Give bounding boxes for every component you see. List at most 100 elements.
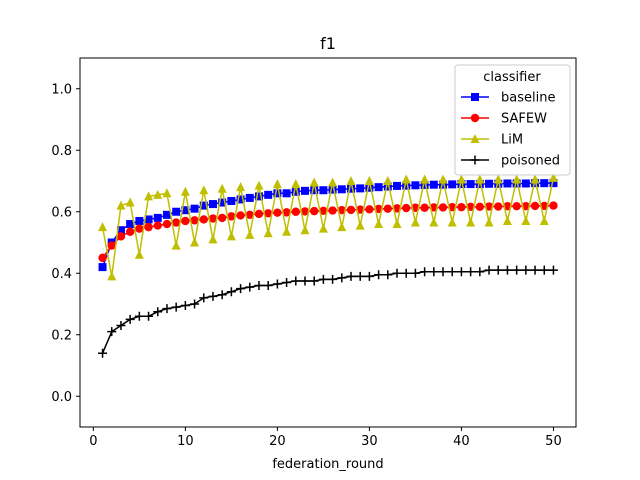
legend-marker-LiM xyxy=(470,134,480,143)
poisoned-point xyxy=(217,290,227,300)
LiM-point xyxy=(98,222,108,232)
SAFEW-point xyxy=(217,213,227,223)
baseline-point xyxy=(411,181,420,190)
LiM-point xyxy=(245,229,255,239)
baseline-point xyxy=(328,185,337,194)
baseline-point xyxy=(300,186,309,195)
LiM-point xyxy=(502,215,512,225)
poisoned-point xyxy=(337,273,347,283)
baseline-point xyxy=(374,183,383,192)
x-tick-label: 40 xyxy=(453,434,470,449)
baseline-point xyxy=(540,179,549,188)
baseline-point xyxy=(172,207,181,216)
poisoned-point xyxy=(263,281,273,291)
LiM-point xyxy=(512,174,522,184)
y-tick-label: 0.4 xyxy=(51,267,72,282)
baseline-point xyxy=(457,180,466,189)
poisoned-point xyxy=(346,271,356,281)
LiM-point xyxy=(180,186,190,196)
SAFEW-point xyxy=(402,203,411,213)
baseline-point xyxy=(135,216,144,225)
LiM-point xyxy=(254,180,264,190)
baseline-point xyxy=(466,180,475,189)
x-axis-label: federation_round xyxy=(272,457,383,472)
baseline-point xyxy=(494,179,503,188)
LiM-point xyxy=(401,174,411,184)
SAFEW-point xyxy=(365,205,374,214)
y-tick-label: 0.8 xyxy=(51,144,72,159)
SAFEW-point xyxy=(162,219,172,229)
SAFEW-point xyxy=(291,207,300,216)
baseline-point xyxy=(208,200,217,209)
LiM-point xyxy=(300,225,310,235)
LiM-point xyxy=(125,197,135,207)
LiM-point xyxy=(226,231,236,241)
LiM-point xyxy=(383,176,393,185)
poisoned-point xyxy=(475,267,485,277)
SAFEW-point xyxy=(227,212,236,221)
LiM-point xyxy=(456,174,466,184)
baseline-point xyxy=(153,213,162,222)
baseline-point xyxy=(254,192,263,201)
poisoned-point xyxy=(291,276,301,286)
baseline-point xyxy=(393,181,402,190)
SAFEW-point xyxy=(181,216,190,226)
poisoned-point xyxy=(456,267,466,277)
baseline-point xyxy=(236,195,245,204)
legend-entry-LiM: LiM xyxy=(461,133,523,148)
LiM-point xyxy=(236,182,246,192)
LiM-point xyxy=(291,179,301,189)
legend-entry-SAFEW: SAFEW xyxy=(461,112,547,127)
legend-label-baseline: baseline xyxy=(501,91,555,106)
poisoned-point xyxy=(134,311,144,321)
baseline-point xyxy=(420,180,429,189)
baseline-point xyxy=(521,179,530,188)
poisoned-point xyxy=(364,271,374,281)
SAFEW-point xyxy=(135,224,144,233)
poisoned-point xyxy=(153,307,163,317)
LiM-point xyxy=(337,222,347,232)
poisoned-point xyxy=(282,277,292,287)
legend-title: classifier xyxy=(483,70,541,85)
baseline-point xyxy=(402,181,411,190)
SAFEW-point xyxy=(383,204,393,213)
poisoned-point xyxy=(392,268,402,278)
SAFEW-point xyxy=(466,202,475,212)
SAFEW-point xyxy=(337,206,347,215)
baseline-point xyxy=(264,190,273,199)
SAFEW-point xyxy=(346,205,356,215)
poisoned-point xyxy=(162,304,172,314)
poisoned-point xyxy=(466,267,476,277)
baseline-point xyxy=(356,184,365,193)
LiM-point xyxy=(438,174,448,184)
poisoned-point xyxy=(208,291,218,301)
legend-entry-baseline: baseline xyxy=(461,91,555,106)
poisoned-point xyxy=(548,265,558,275)
legend-label-LiM: LiM xyxy=(501,133,523,148)
poisoned-point xyxy=(272,279,282,289)
poisoned-point xyxy=(144,311,154,321)
poisoned-point xyxy=(236,284,246,294)
LiM-point xyxy=(144,191,154,201)
poisoned-point xyxy=(98,348,108,358)
poisoned-point xyxy=(300,276,310,286)
poisoned-point xyxy=(493,265,503,275)
LiM-point xyxy=(217,183,227,193)
SAFEW-point xyxy=(263,209,273,218)
LiM-point xyxy=(392,219,402,229)
poisoned-point xyxy=(107,327,117,337)
x-tick-label: 10 xyxy=(177,434,194,449)
baseline-point xyxy=(218,198,227,207)
LiM-point xyxy=(420,174,430,184)
LiM-point xyxy=(328,177,338,187)
baseline-point xyxy=(291,187,300,196)
y-tick-label: 0.2 xyxy=(51,328,72,343)
SAFEW-point xyxy=(273,208,282,217)
SAFEW-point xyxy=(116,232,126,241)
SAFEW-point xyxy=(512,202,521,211)
poisoned-point xyxy=(484,265,494,275)
poisoned-point xyxy=(245,282,255,292)
poisoned-point xyxy=(401,268,411,278)
poisoned-point xyxy=(328,274,338,284)
SAFEW-point xyxy=(98,253,107,263)
